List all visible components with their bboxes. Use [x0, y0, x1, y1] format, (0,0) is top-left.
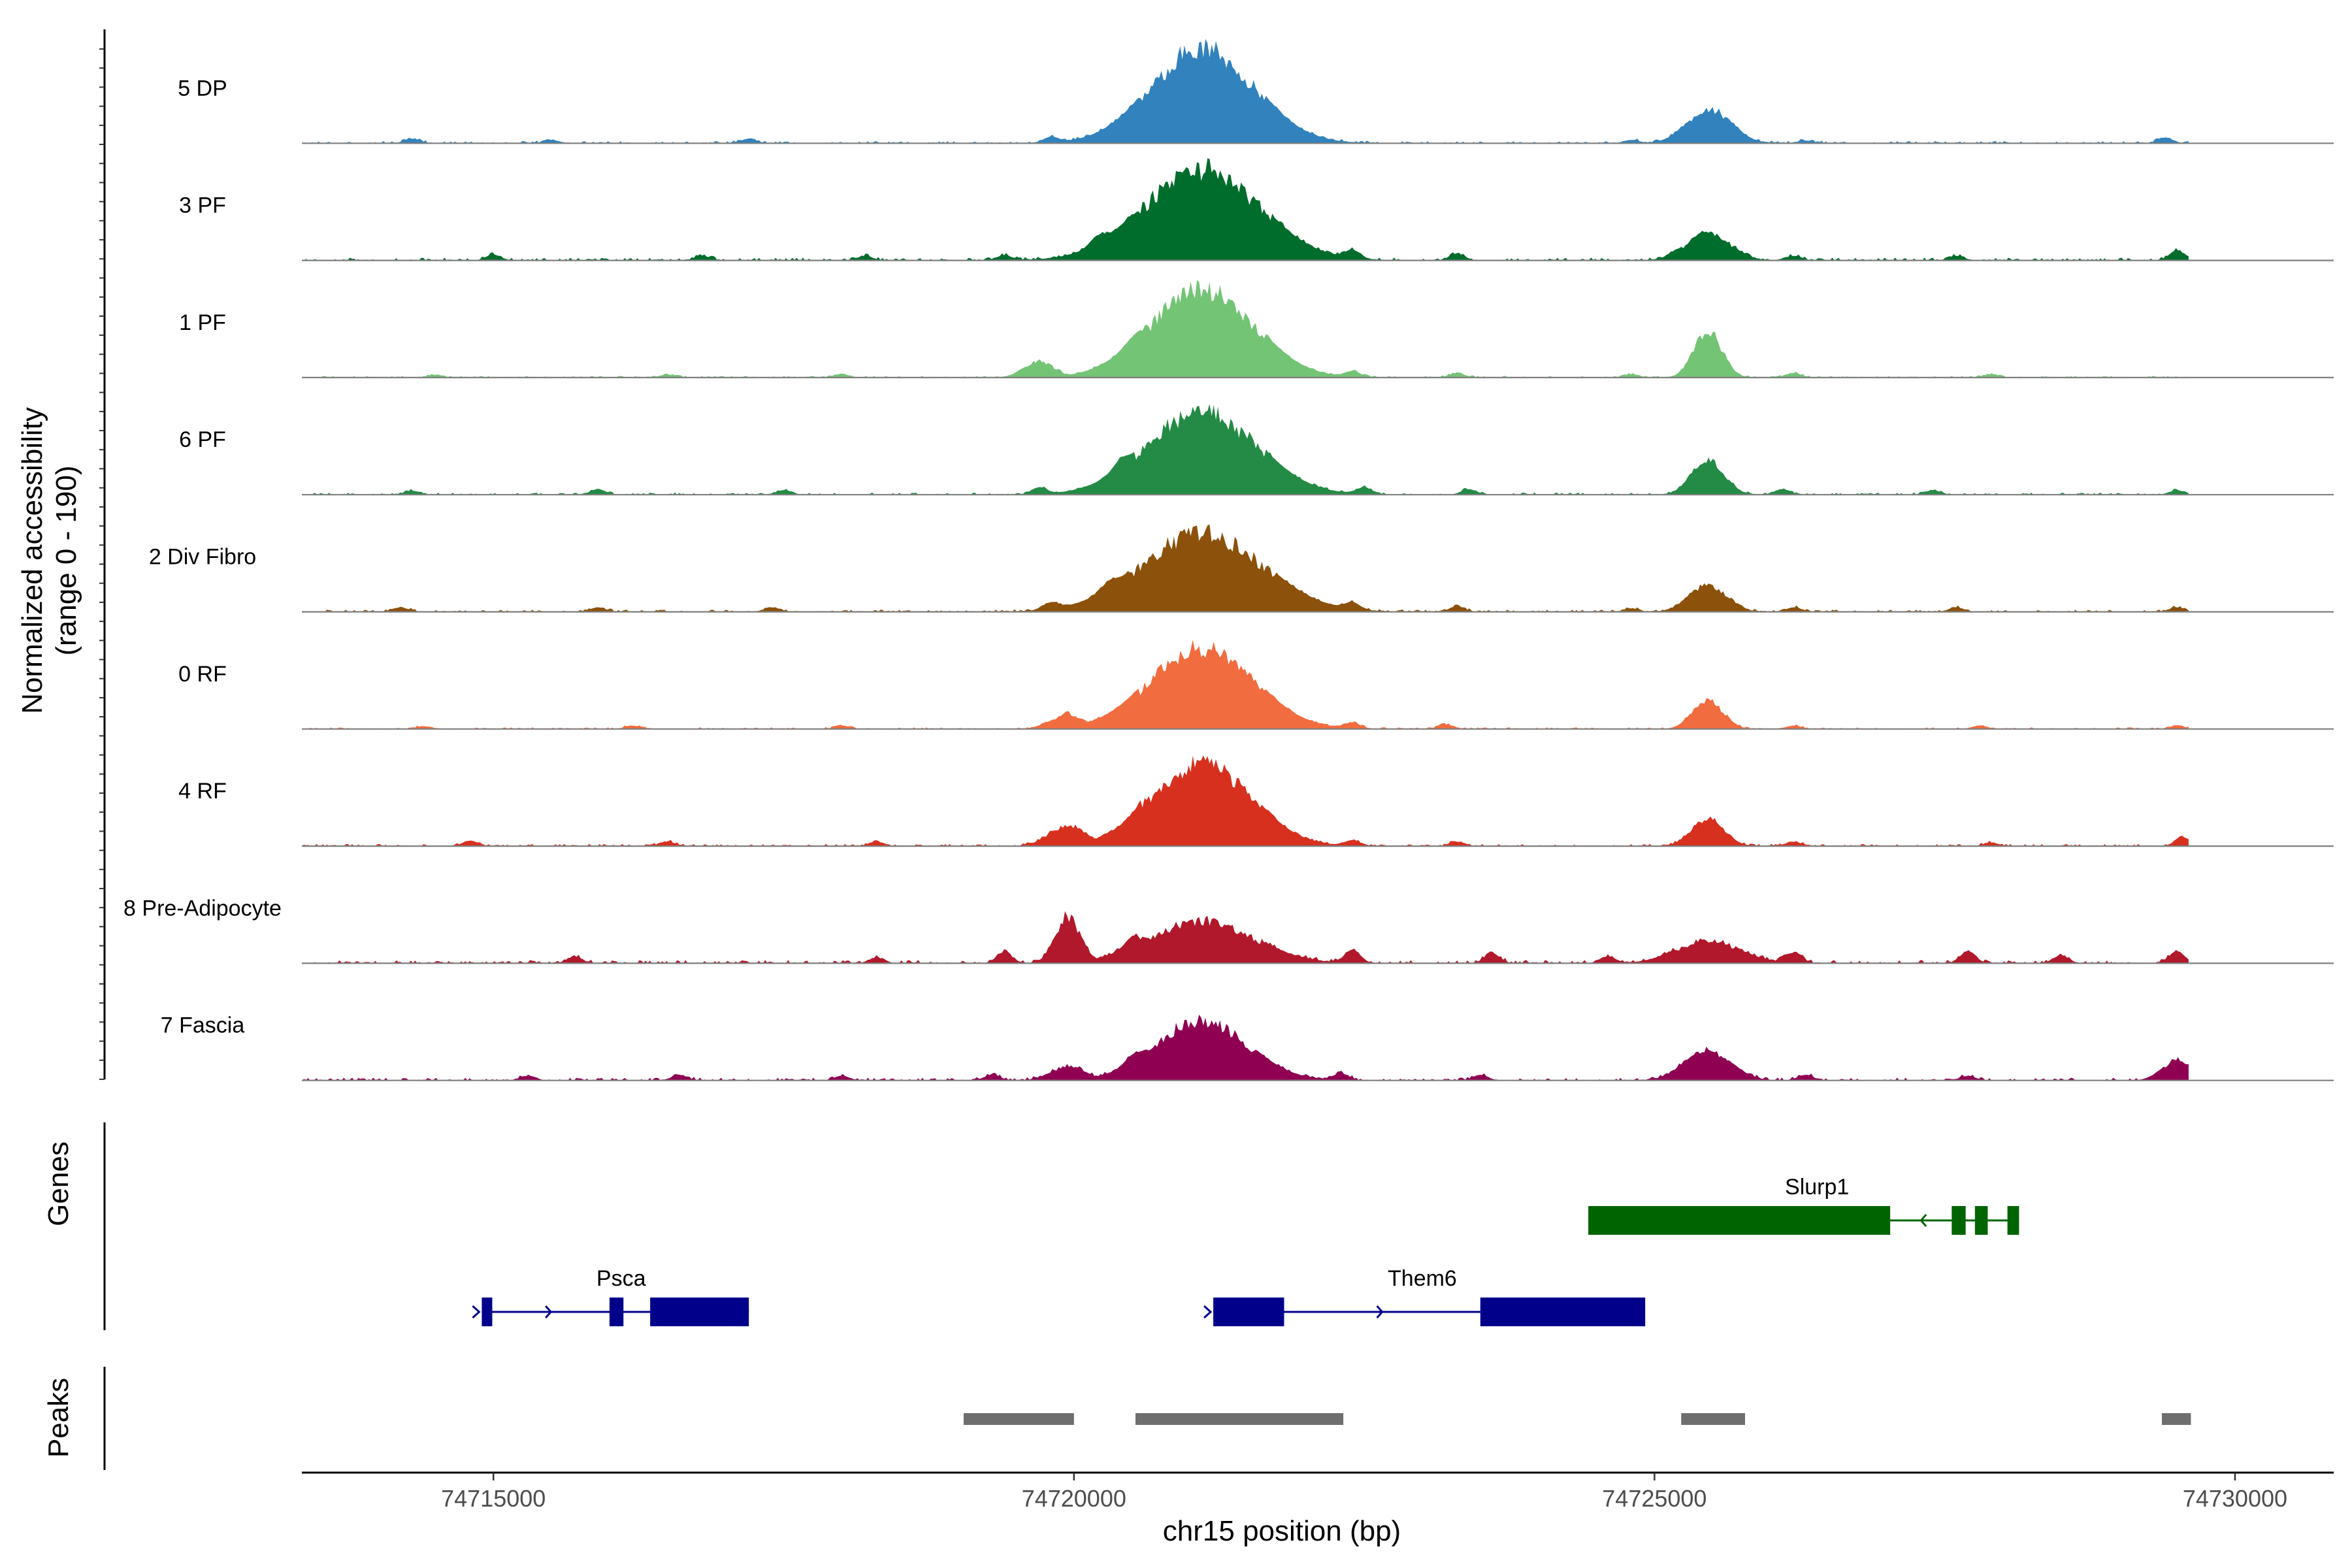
exon: [1213, 1298, 1284, 1326]
exon: [1974, 1206, 1988, 1235]
gene-name: Them6: [1388, 1266, 1457, 1291]
strand-arrow: [1919, 1214, 1927, 1227]
track-label-7: 8 Pre-Adipocyte: [123, 896, 282, 921]
x-tick-label-3: 74730000: [2183, 1485, 2287, 1512]
x-tick-label-2: 74725000: [1602, 1485, 1707, 1512]
exon: [1588, 1206, 1891, 1235]
track-label-5: 0 RF: [178, 662, 227, 687]
gene-them6: Them6: [1203, 1266, 1646, 1326]
x-axis: 74715000 74720000 74725000 74730000: [302, 1471, 2334, 1512]
track-label-6: 4 RF: [178, 779, 227, 804]
strand-arrow: [1376, 1305, 1384, 1318]
exon: [1952, 1206, 1966, 1235]
y-axis-title-line2: (range 0 - 190): [50, 465, 82, 655]
gene-psca: Psca: [472, 1266, 749, 1326]
coverage-area-0: [302, 39, 2189, 144]
track-label-8: 7 Fascia: [161, 1013, 245, 1038]
x-tick-label-0: 74715000: [441, 1485, 546, 1512]
coverage-area-2: [302, 280, 2189, 378]
gene-name: Psca: [596, 1266, 646, 1291]
peaks-track-label: Peaks: [42, 1378, 74, 1458]
exon: [482, 1298, 493, 1326]
strand-arrow: [472, 1305, 481, 1319]
track-label-4: 2 Div Fibro: [149, 545, 256, 570]
gene-track: Psca Them6 Slurp1: [103, 1122, 2019, 1330]
coverage-tracks: 5 DP 3 PF 1 PF 6 PF 2 Div Fibro 0 RF 4 RF 8 Pre…: [123, 39, 2334, 1081]
track-label-1: 3 PF: [179, 193, 226, 218]
y-axis-title-line1: Normalized accessibility: [16, 407, 48, 713]
track-label-2: 1 PF: [179, 310, 226, 335]
exon: [1480, 1298, 1646, 1326]
exon: [609, 1298, 624, 1326]
coverage-area-3: [302, 404, 2189, 495]
coverage-area-7: [302, 911, 2189, 964]
peak-track: [103, 1367, 2191, 1470]
track-label-0: 5 DP: [178, 76, 227, 101]
strand-arrow: [1203, 1305, 1213, 1319]
track-label-3: 6 PF: [179, 427, 226, 452]
coverage-area-8: [302, 1015, 2189, 1081]
strand-arrow: [545, 1305, 553, 1318]
genes-track-label: Genes: [42, 1141, 74, 1226]
coverage-area-6: [302, 755, 2189, 847]
exon: [2007, 1206, 2019, 1235]
x-axis-title: chr15 position (bp): [1163, 1515, 1401, 1547]
coverage-area-4: [302, 524, 2189, 612]
accessibility-axis: [99, 29, 106, 1080]
peak-3: [2161, 1413, 2191, 1425]
peak-2: [1681, 1413, 1745, 1425]
coverage-area-5: [302, 640, 2189, 729]
x-tick-label-1: 74720000: [1022, 1485, 1126, 1512]
peak-1: [1135, 1413, 1344, 1425]
exon: [650, 1298, 749, 1326]
gene-name: Slurp1: [1785, 1175, 1849, 1200]
coverage-area-1: [302, 158, 2189, 261]
peak-0: [963, 1413, 1074, 1425]
gene-slurp1: Slurp1: [1588, 1175, 2019, 1235]
